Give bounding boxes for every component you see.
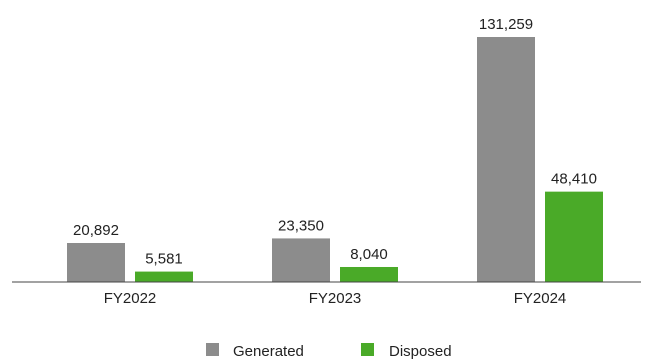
data-label-disposed-fy2023: 8,040 bbox=[350, 246, 388, 263]
bar-disposed-fy2023 bbox=[340, 266, 398, 282]
data-label-generated-fy2024: 131,259 bbox=[479, 16, 533, 33]
legend-swatch-generated bbox=[206, 343, 219, 356]
data-label-generated-fy2023: 23,350 bbox=[278, 217, 324, 234]
bar-disposed-fy2024 bbox=[545, 191, 603, 282]
bar-generated-fy2022 bbox=[67, 243, 125, 282]
legend: Generated Disposed bbox=[206, 343, 452, 360]
x-tick-label-fy2023: FY2023 bbox=[309, 290, 362, 307]
bar-generated-fy2023 bbox=[272, 238, 330, 282]
x-tick-label-fy2022: FY2022 bbox=[104, 290, 157, 307]
legend-label-generated: Generated bbox=[233, 343, 304, 360]
data-labels-group: 20,892 5,581 23,350 8,040 131,259 48,410 bbox=[73, 16, 597, 268]
bar-disposed-fy2022 bbox=[135, 271, 193, 282]
data-label-disposed-fy2022: 5,581 bbox=[145, 251, 183, 268]
data-label-disposed-fy2024: 48,410 bbox=[551, 171, 597, 188]
legend-label-disposed: Disposed bbox=[389, 343, 452, 360]
x-tick-labels-group: FY2022 FY2023 FY2024 bbox=[104, 290, 567, 307]
bar-generated-fy2024 bbox=[477, 37, 535, 282]
bars-group bbox=[67, 37, 603, 282]
x-tick-label-fy2024: FY2024 bbox=[514, 290, 567, 307]
legend-swatch-disposed bbox=[361, 343, 374, 356]
data-label-generated-fy2022: 20,892 bbox=[73, 222, 119, 239]
